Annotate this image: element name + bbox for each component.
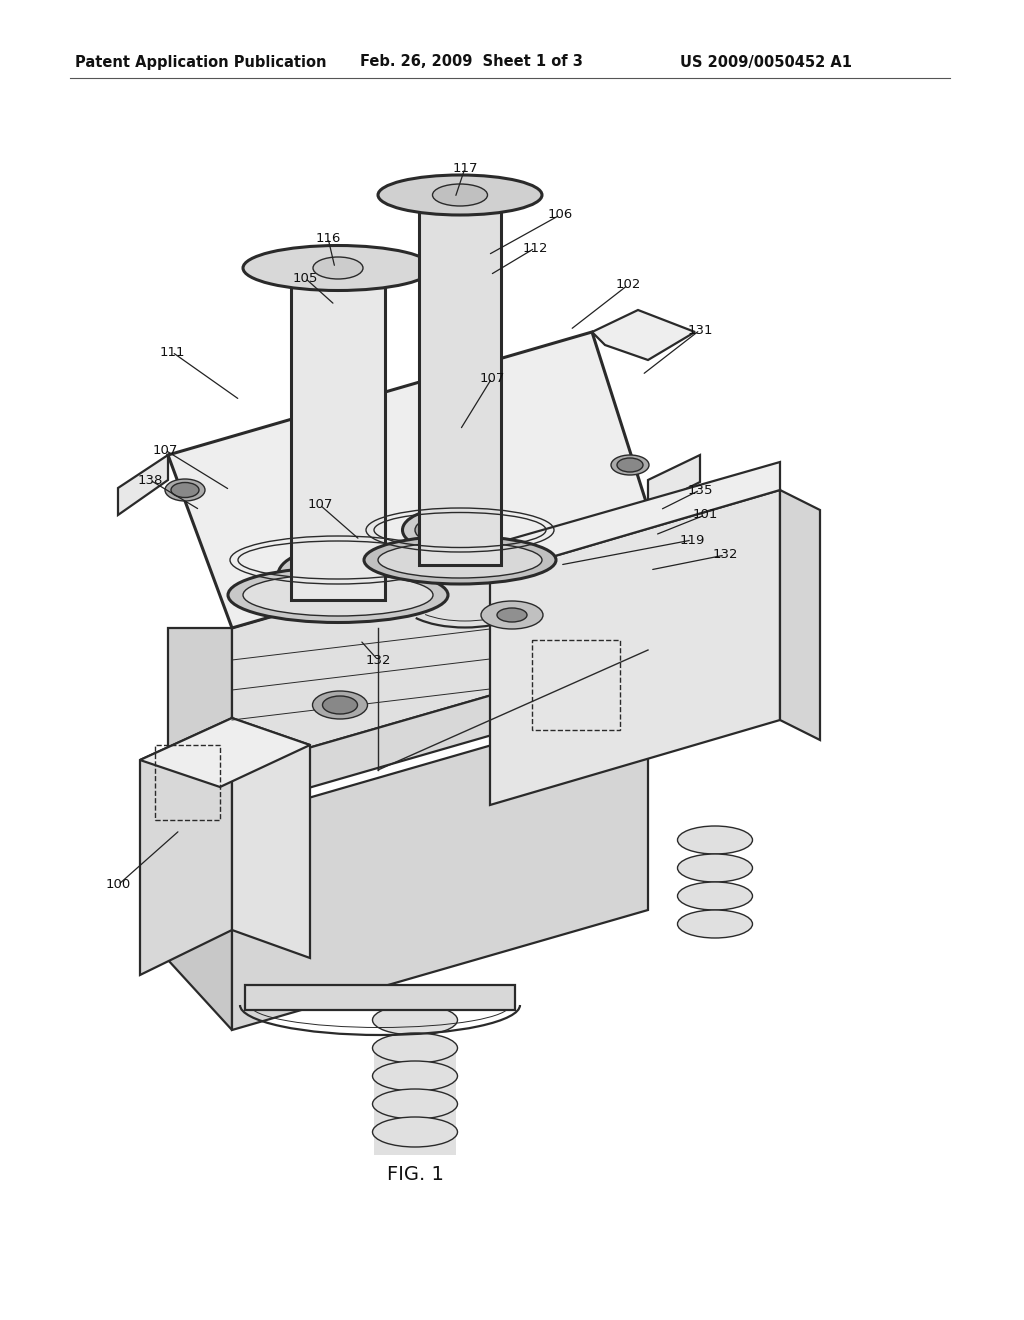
Ellipse shape xyxy=(165,479,205,502)
Polygon shape xyxy=(168,628,232,818)
Ellipse shape xyxy=(481,601,543,630)
Text: 100: 100 xyxy=(105,879,131,891)
Ellipse shape xyxy=(312,690,368,719)
Text: 132: 132 xyxy=(713,549,737,561)
Ellipse shape xyxy=(293,554,383,595)
Polygon shape xyxy=(245,985,515,1010)
Text: 138: 138 xyxy=(137,474,163,487)
Text: 101: 101 xyxy=(692,508,718,521)
Polygon shape xyxy=(232,700,648,1030)
Ellipse shape xyxy=(373,1034,458,1063)
Polygon shape xyxy=(168,861,232,883)
Polygon shape xyxy=(168,333,648,628)
Text: 119: 119 xyxy=(679,533,705,546)
Bar xyxy=(155,744,220,820)
Text: 105: 105 xyxy=(292,272,317,285)
Polygon shape xyxy=(232,649,648,810)
Ellipse shape xyxy=(415,515,485,545)
Ellipse shape xyxy=(678,909,753,939)
Text: 131: 131 xyxy=(687,323,713,337)
Text: 102: 102 xyxy=(615,279,641,292)
Text: 135: 135 xyxy=(687,483,713,496)
Ellipse shape xyxy=(364,536,556,583)
Text: 117: 117 xyxy=(453,161,478,174)
Ellipse shape xyxy=(323,696,357,714)
Polygon shape xyxy=(592,310,695,360)
Ellipse shape xyxy=(432,183,487,206)
Ellipse shape xyxy=(373,1089,458,1119)
Ellipse shape xyxy=(617,458,643,473)
Ellipse shape xyxy=(228,568,449,623)
Polygon shape xyxy=(780,490,820,741)
Polygon shape xyxy=(168,755,232,777)
Ellipse shape xyxy=(373,1005,458,1035)
Text: 116: 116 xyxy=(315,231,341,244)
Ellipse shape xyxy=(678,826,753,854)
Ellipse shape xyxy=(678,882,753,909)
Polygon shape xyxy=(168,789,232,813)
Bar xyxy=(532,640,620,730)
Polygon shape xyxy=(490,490,780,805)
Polygon shape xyxy=(168,750,232,1030)
Ellipse shape xyxy=(611,455,649,475)
Ellipse shape xyxy=(497,609,527,622)
Ellipse shape xyxy=(243,246,433,290)
Ellipse shape xyxy=(313,257,362,279)
Ellipse shape xyxy=(378,543,542,578)
Text: 107: 107 xyxy=(479,371,505,384)
Polygon shape xyxy=(140,718,310,787)
Text: 111: 111 xyxy=(160,346,184,359)
Polygon shape xyxy=(140,718,232,975)
Text: 107: 107 xyxy=(153,444,178,457)
Polygon shape xyxy=(232,508,648,770)
Ellipse shape xyxy=(171,483,199,498)
Text: Feb. 26, 2009  Sheet 1 of 3: Feb. 26, 2009 Sheet 1 of 3 xyxy=(360,54,583,70)
Ellipse shape xyxy=(243,574,433,616)
Ellipse shape xyxy=(378,176,542,215)
Ellipse shape xyxy=(373,1117,458,1147)
Polygon shape xyxy=(291,268,385,601)
Bar xyxy=(374,1045,456,1155)
Text: 132: 132 xyxy=(366,653,391,667)
Text: 112: 112 xyxy=(522,242,548,255)
Text: 106: 106 xyxy=(548,209,572,222)
Text: US 2009/0050452 A1: US 2009/0050452 A1 xyxy=(680,54,852,70)
Ellipse shape xyxy=(678,854,753,882)
Ellipse shape xyxy=(373,1061,458,1092)
Polygon shape xyxy=(168,895,232,917)
Polygon shape xyxy=(118,455,168,515)
Text: 107: 107 xyxy=(307,499,333,511)
Text: Patent Application Publication: Patent Application Publication xyxy=(75,54,327,70)
Polygon shape xyxy=(232,718,310,958)
Polygon shape xyxy=(490,462,780,576)
Polygon shape xyxy=(168,825,232,847)
Ellipse shape xyxy=(278,548,398,602)
Ellipse shape xyxy=(402,508,498,552)
Polygon shape xyxy=(648,455,700,508)
Text: FIG. 1: FIG. 1 xyxy=(387,1166,443,1184)
Polygon shape xyxy=(419,195,501,565)
